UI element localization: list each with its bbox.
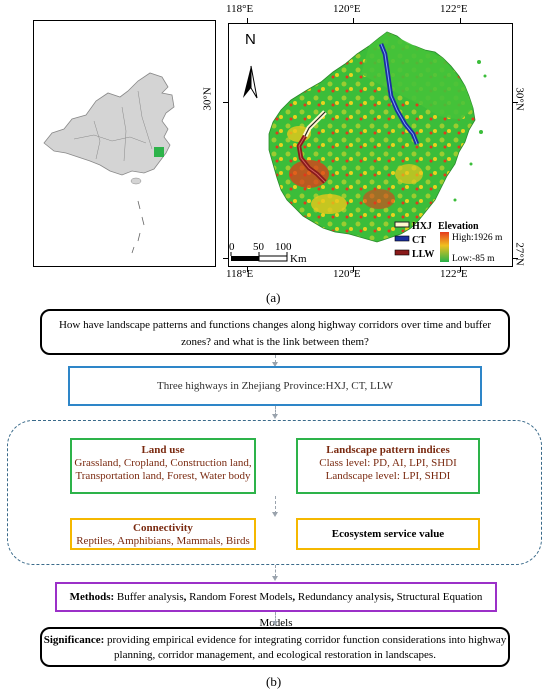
- land-use-line2: Transportation land, Forest, Water body: [75, 470, 251, 482]
- scale-bar: [230, 252, 288, 262]
- method-random-forest: Random Forest Models: [189, 591, 293, 603]
- land-use-title: Land use: [141, 444, 185, 456]
- lat-label-right-27: 27°N: [513, 242, 526, 266]
- zhejiang-map-frame: N 0 50 100 Km HXJ CT LLW Elevation: [228, 23, 513, 267]
- connectivity-box: Connectivity Reptiles, Amphibians, Mamma…: [70, 518, 256, 550]
- lon-label-bottom-118: 118°E: [226, 268, 254, 280]
- legend-ct: CT: [412, 235, 426, 246]
- china-outline-map: [43, 72, 175, 254]
- methods-box: Methods: Buffer analysis, Random Forest …: [55, 582, 497, 629]
- legend-hxj: HXJ: [412, 221, 432, 232]
- method-buffer-analysis: Buffer analysis: [114, 591, 184, 603]
- connectivity-line1: Reptiles, Amphibians, Mammals, Birds: [76, 535, 250, 547]
- landscape-pattern-box: Landscape pattern indices Class level: P…: [296, 438, 480, 494]
- elevation-map: N 0 50 100 Km HXJ CT LLW Elevation: [229, 31, 503, 265]
- south-china-sea-islands: [131, 200, 145, 254]
- connectivity-title: Connectivity: [133, 522, 193, 534]
- panel-a-label: (a): [266, 290, 281, 305]
- lon-label-top-118: 118°E: [226, 3, 254, 15]
- legend-elevation-low: Low:-85 m: [452, 254, 495, 264]
- zhejiang-highlight: [154, 147, 164, 157]
- pattern-title: Landscape pattern indices: [326, 444, 450, 456]
- land-use-line1: Grassland, Cropland, Construction land,: [74, 457, 252, 469]
- north-arrow: [243, 65, 258, 99]
- north-label: N: [245, 31, 256, 48]
- land-use-box: Land use Grassland, Cropland, Constructi…: [70, 438, 256, 494]
- method-redundancy: Redundancy analysis: [297, 591, 392, 603]
- research-question-box: How have landscape patterns and function…: [40, 309, 510, 355]
- research-question-text: How have landscape patterns and function…: [58, 319, 492, 348]
- significance-box: Significance: providing empirical eviden…: [40, 627, 510, 667]
- china-inset-frame: [33, 20, 216, 267]
- panel-b-label: (b): [266, 674, 282, 689]
- highways-text: Three highways in Zhejiang Province:HXJ,…: [156, 380, 394, 392]
- china-landmass: [43, 72, 175, 176]
- esv-title: Ecosystem service value: [331, 528, 445, 540]
- lon-label-bottom-120: 120°E: [333, 268, 361, 280]
- highway-legend: [394, 221, 410, 256]
- legend-elevation-high: High:1926 m: [452, 233, 503, 243]
- lat-label-left-30: 30°N: [201, 87, 214, 111]
- pattern-line2: Landscape level: LPI, SHDI: [325, 470, 451, 482]
- scale-tick-0: 0: [229, 241, 235, 253]
- significance-line2: planning, corridor management, and ecolo…: [114, 649, 436, 661]
- lon-label-bottom-122: 122°E: [440, 268, 468, 280]
- lon-label-top-120: 120°E: [333, 3, 361, 15]
- scale-unit: Km: [290, 253, 307, 265]
- scale-tick-50: 50: [253, 241, 265, 253]
- legend-elevation-title: Elevation: [438, 221, 479, 232]
- significance-prefix: Significance:: [43, 634, 105, 646]
- highways-box: Three highways in Zhejiang Province:HXJ,…: [68, 366, 482, 406]
- lat-label-right-30: 30°N: [513, 87, 526, 111]
- elevation-color-ramp: [440, 232, 449, 262]
- significance-line1: providing empirical evidence for integra…: [104, 634, 507, 646]
- ecosystem-service-value-box: Ecosystem service value: [296, 518, 480, 550]
- pattern-line1: Class level: PD, AI, LPI, SHDI: [319, 457, 457, 469]
- indicators-dashed-container: [7, 420, 542, 565]
- legend-llw: LLW: [412, 249, 434, 260]
- methods-prefix: Methods:: [69, 591, 115, 603]
- scale-tick-100: 100: [275, 241, 292, 253]
- lon-label-top-122: 122°E: [440, 3, 468, 15]
